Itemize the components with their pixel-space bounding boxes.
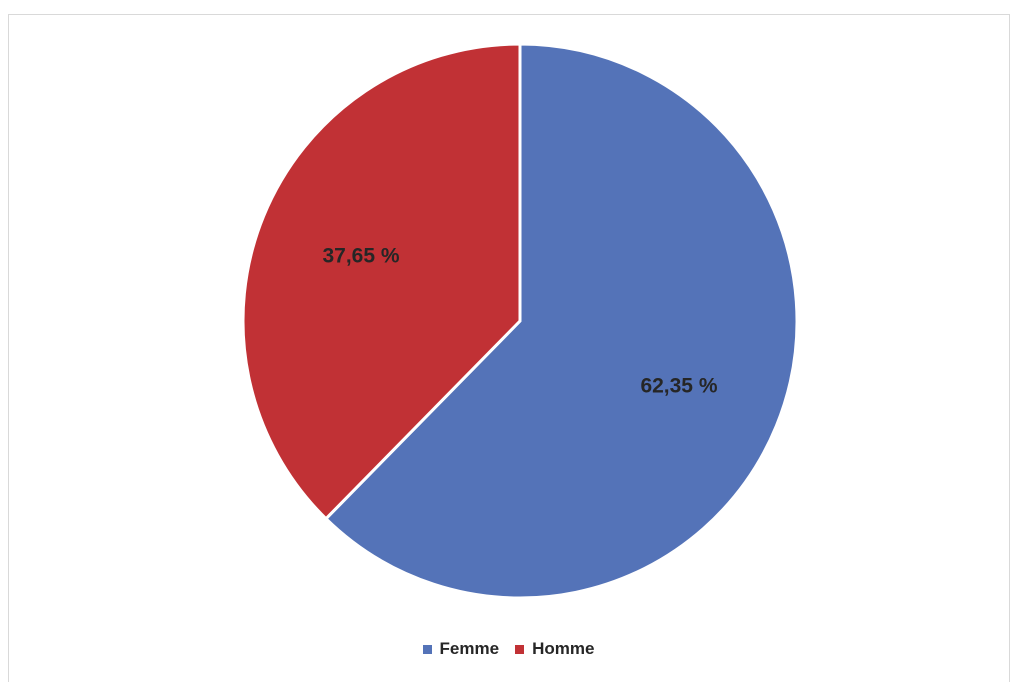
pie-slice-homme (241, 42, 522, 521)
legend-swatch-homme (515, 644, 525, 654)
legend-item-homme: Homme (515, 639, 594, 659)
legend-item-femme: Femme (422, 639, 500, 659)
pie-data-labels: 62,35 % 37,65 % (322, 245, 717, 398)
legend-label-femme: Femme (439, 639, 500, 658)
pie-slice-femme (324, 42, 799, 600)
legend-swatch-femme (422, 644, 432, 654)
legend-label-homme: Homme (532, 639, 595, 658)
data-label-homme: 37,65 % (322, 245, 399, 268)
legend: Femme Homme (0, 639, 1017, 659)
data-label-femme: 62,35 % (640, 374, 717, 397)
pie-slices (241, 42, 799, 600)
